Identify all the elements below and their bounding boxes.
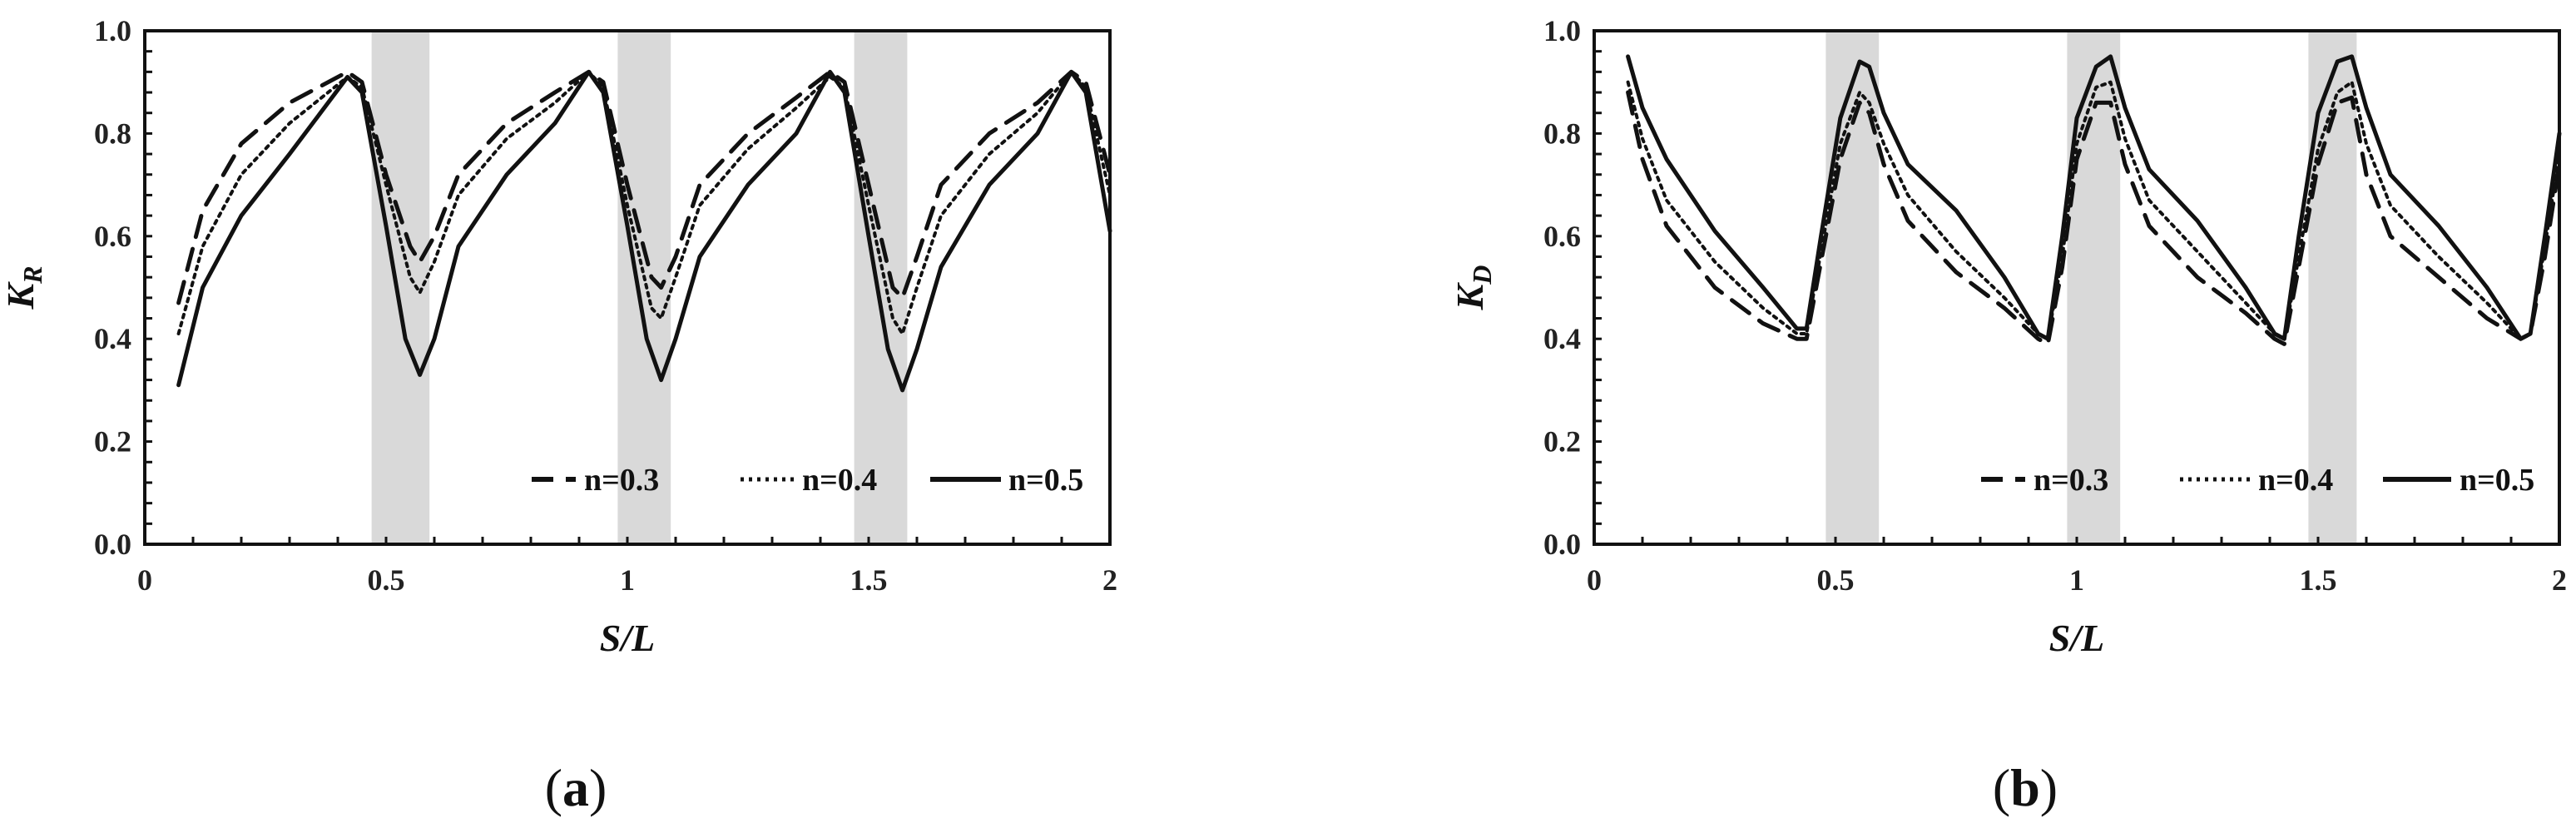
legend-label: n=0.4: [2258, 463, 2333, 498]
y-axis-title-subscript: R: [17, 265, 47, 284]
x-tick-label: 1: [2069, 563, 2084, 597]
y-tick-label: 0.2: [94, 425, 131, 459]
panel-label-letter: a: [562, 758, 589, 817]
panel-label-open-paren: (: [545, 758, 562, 817]
legend-label: n=0.3: [2034, 463, 2108, 498]
legend-label: n=0.3: [584, 463, 659, 498]
y-tick-label: 0.8: [94, 117, 131, 150]
x-tick-label: 2: [1102, 563, 1117, 597]
y-tick-label: 0.2: [1543, 425, 1581, 459]
x-tick-label: 1.5: [850, 563, 888, 597]
panel-label-close-paren: ): [2040, 758, 2058, 817]
shaded-band: [854, 31, 908, 544]
y-tick-label: 0.0: [94, 528, 131, 561]
series-line-n=0.5: [176, 69, 1112, 393]
y-tick-label: 1.0: [94, 14, 131, 47]
chart-panel-b: 0.0 0.2 0.4 0.6 0.8 1.0 0 0.5 1 1.5 2 KD S/L n=0.3 n=0…: [1449, 14, 2567, 817]
series-line-n=0.5: [1626, 54, 2562, 341]
y-axis-title: KR: [0, 265, 47, 310]
legend-label: n=0.5: [2460, 463, 2534, 498]
y-tick-label: 0.6: [94, 220, 131, 253]
series-line-n=0.4: [176, 70, 1112, 335]
panel-label-open-paren: (: [1993, 758, 2010, 817]
y-tick-label: 1.0: [1543, 14, 1581, 47]
y-axis-title-subscript: D: [1467, 265, 1497, 285]
x-tick-label: 2: [2552, 563, 2567, 597]
shaded-band: [371, 31, 430, 544]
y-axis-title-main: K: [0, 281, 42, 310]
series-line-n=0.3: [176, 69, 1112, 305]
legend-label: n=0.5: [1008, 463, 1083, 498]
x-tick-label: 0: [1587, 563, 1602, 597]
y-tick-label: 0.6: [1543, 220, 1581, 253]
chart-panel-a: 0.0 0.2 0.4 0.6 0.8 1.0 0 0.5 1 1.5 2 KR S/L n=0.3 n=0…: [0, 14, 1117, 817]
y-tick-label: 0.0: [1543, 528, 1581, 561]
y-tick-label: 0.4: [94, 322, 131, 355]
panel-label-close-paren: ): [589, 758, 607, 817]
x-axis-title: S/L: [600, 617, 655, 659]
x-tick-label: 0.5: [1817, 563, 1855, 597]
panel-label: (a): [545, 758, 607, 817]
panel-label: (b): [1993, 758, 2058, 817]
x-tick-label: 1.5: [2300, 563, 2337, 597]
y-axis-title-main: K: [1449, 281, 1491, 310]
x-tick-label: 0: [137, 563, 152, 597]
legend-label: n=0.4: [802, 463, 877, 498]
y-axis-title: KD: [1449, 265, 1497, 311]
x-axis-title: S/L: [2049, 617, 2104, 659]
y-tick-label: 0.4: [1543, 322, 1581, 355]
y-tick-label: 0.8: [1543, 117, 1581, 150]
x-tick-label: 0.5: [368, 563, 405, 597]
x-tick-label: 1: [620, 563, 635, 597]
panel-label-letter: b: [2010, 758, 2040, 817]
